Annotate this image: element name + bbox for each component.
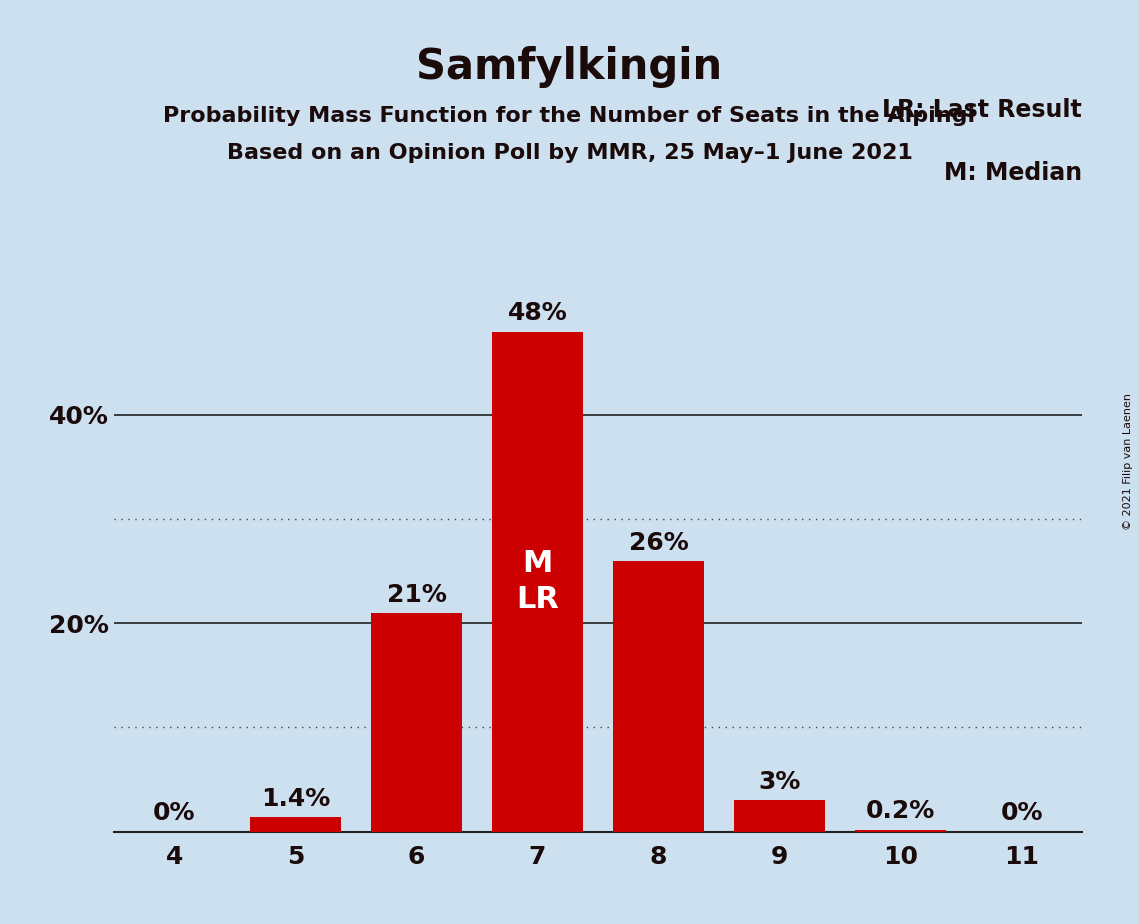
Bar [371,613,461,832]
Bar [492,332,583,832]
Text: 0.2%: 0.2% [866,799,935,823]
Text: LR: Last Result: LR: Last Result [883,98,1082,122]
Bar [613,561,704,832]
Text: Probability Mass Function for the Number of Seats in the Alpingi: Probability Mass Function for the Number… [163,106,976,127]
Text: 0%: 0% [1000,801,1043,825]
Text: 0%: 0% [153,801,196,825]
Text: 21%: 21% [386,583,446,607]
Text: 26%: 26% [629,530,688,554]
Text: 48%: 48% [508,301,567,325]
Bar [735,800,825,832]
Text: Based on an Opinion Poll by MMR, 25 May–1 June 2021: Based on an Opinion Poll by MMR, 25 May–… [227,143,912,164]
Text: 1.4%: 1.4% [261,786,330,810]
Text: M: Median: M: Median [944,162,1082,186]
Bar [251,817,341,832]
Text: M
LR: M LR [516,549,559,614]
Bar [855,830,945,832]
Text: 3%: 3% [759,770,801,794]
Text: Samfylkingin: Samfylkingin [417,46,722,88]
Text: © 2021 Filip van Laenen: © 2021 Filip van Laenen [1123,394,1133,530]
